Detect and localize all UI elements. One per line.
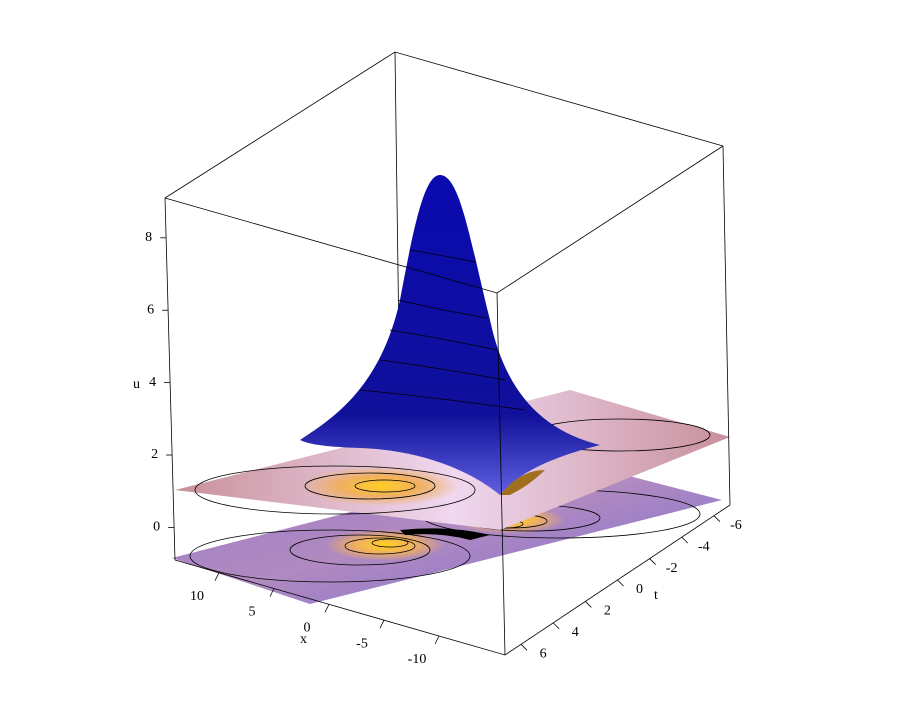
x-tick-label: 5	[249, 605, 256, 620]
u-axis-label: u	[133, 377, 140, 392]
x-tick	[379, 619, 385, 629]
t-tick-label: -6	[730, 518, 742, 533]
u-tick-label: 8	[145, 230, 152, 245]
x-tick-label: -5	[356, 636, 368, 651]
t-tick	[617, 579, 624, 587]
t-tick-label: 0	[636, 582, 643, 597]
u-tick-label: 0	[153, 520, 160, 535]
t-tick	[681, 536, 689, 544]
t-tick	[585, 601, 592, 608]
x-tick-label: -10	[408, 652, 427, 667]
x-axis-label: x	[300, 632, 307, 647]
x-tick	[324, 604, 330, 613]
upper-surface	[175, 175, 730, 530]
t-tick-label: -4	[698, 539, 710, 554]
x-tick	[214, 572, 220, 581]
t-axis-label: t	[654, 588, 658, 603]
u-tick-label: 2	[151, 447, 158, 462]
box-front	[164, 145, 731, 656]
t-tick-label: 4	[572, 625, 579, 640]
ticks: 10 5 0 -5 -10 6 4 2 0 -2 -4 -6 0 2 4 6 8	[145, 230, 742, 667]
t-tick	[649, 558, 656, 565]
x-tick-label: 10	[190, 589, 204, 604]
x-tick	[269, 588, 275, 597]
x-tick	[434, 635, 440, 645]
t-tick	[552, 622, 560, 630]
t-tick-label: 2	[604, 604, 611, 619]
t-tick-label: -2	[666, 561, 678, 576]
t-tick-label: 6	[540, 647, 547, 662]
u-tick-label: 4	[149, 375, 156, 390]
t-tick	[520, 644, 528, 651]
u-tick-label: 6	[147, 302, 154, 317]
x-tick-label: 0	[304, 621, 311, 636]
t-tick	[713, 515, 721, 522]
